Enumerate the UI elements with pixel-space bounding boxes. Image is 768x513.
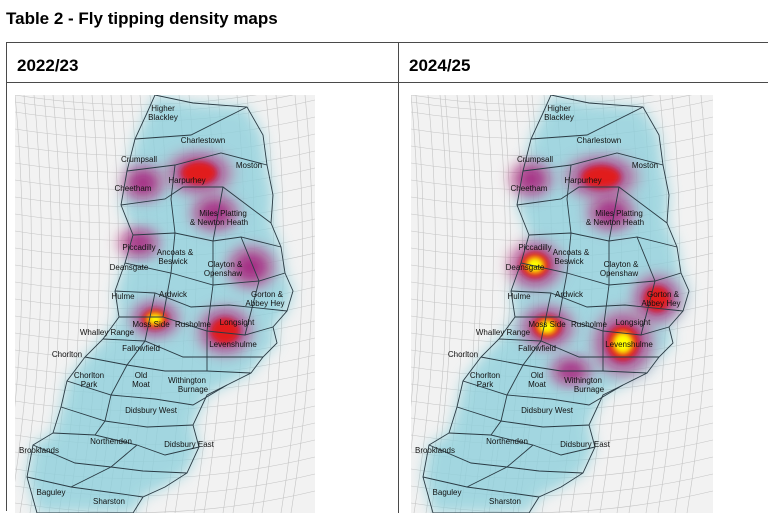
column-header-2024-25: 2024/25	[399, 43, 768, 83]
map-cell-2024-25: Higher Blackley Charlestown Crumpsall Moston…	[399, 83, 768, 513]
ward-label: Withington	[564, 376, 602, 385]
ward-label: Baguley	[433, 488, 462, 497]
ward-label: Fallowfield	[518, 344, 556, 353]
ward-label: Rusholme	[175, 320, 212, 329]
ward-label: Ardwick	[555, 290, 584, 299]
ward-label: Piccadilly	[122, 243, 155, 252]
ward-label: Cheetham	[511, 184, 548, 193]
ward-label: Deansgate	[110, 263, 149, 272]
ward-label: Harpurhey	[564, 176, 601, 185]
hotspot	[163, 150, 235, 196]
hotspot	[518, 304, 576, 350]
hotspot	[189, 193, 241, 233]
ward-label: Longsight	[220, 318, 255, 327]
ward-label: Brooklands	[19, 446, 59, 455]
hotspot	[129, 299, 181, 339]
ward-label: Ancoats &	[553, 248, 590, 257]
hotspot	[120, 163, 166, 203]
density-map-2022-23: Higher Blackley Charlestown Crumpsall Moston…	[15, 95, 315, 513]
ward-label: Didsbury West	[521, 406, 574, 415]
ward-label: & Newton Heath	[190, 218, 248, 227]
ward-label: Moss Side	[132, 320, 170, 329]
ward-label: Deansgate	[506, 263, 545, 272]
density-map-2024-25: Higher Blackley Charlestown Crumpsall Moston…	[411, 95, 713, 513]
density-maps-table: 2022/23 2024/25 Higher Blackley Charlestow…	[6, 42, 768, 513]
ward-label: Beswick	[158, 257, 188, 266]
ward-label: Blackley	[148, 113, 178, 122]
ward-label: Sharston	[93, 497, 125, 506]
ward-label: Old	[531, 371, 543, 380]
column-header-2022-23: 2022/23	[7, 43, 399, 83]
hotspot	[585, 193, 637, 233]
page-title: Table 2 - Fly tipping density maps	[6, 9, 278, 28]
ward-label: Harpurhey	[168, 176, 205, 185]
ward-label: Park	[477, 380, 494, 389]
ward-label: Higher	[547, 104, 571, 113]
hotspot	[225, 244, 277, 290]
ward-label: Gorton &	[647, 290, 680, 299]
ward-label: Charlestown	[577, 136, 621, 145]
ward-label: Fallowfield	[122, 344, 160, 353]
ward-label: Beswick	[554, 257, 584, 266]
ward-label: Whalley Range	[476, 328, 531, 337]
ward-label: Burnage	[178, 385, 209, 394]
ward-label: Northenden	[90, 437, 132, 446]
ward-label: Withington	[168, 376, 206, 385]
ward-label: Didsbury West	[125, 406, 178, 415]
ward-label: Moat	[132, 380, 151, 389]
ward-label: Charlestown	[181, 136, 225, 145]
ward-label: Chorlton	[52, 350, 82, 359]
ward-label: Brooklands	[415, 446, 455, 455]
ward-label: Didsbury East	[560, 440, 611, 449]
ward-label: Burnage	[574, 385, 605, 394]
hotspot	[506, 239, 564, 291]
ward-label: Openshaw	[204, 269, 242, 278]
ward-label: Levenshulme	[209, 340, 257, 349]
ward-label: Moston	[632, 161, 658, 170]
ward-label: Piccadilly	[518, 243, 551, 252]
ward-boundaries	[26, 95, 294, 513]
ward-label: Miles Platting	[199, 209, 247, 218]
ward-label: Levenshulme	[605, 340, 653, 349]
ward-label: Sharston	[489, 497, 521, 506]
ward-label: Old	[135, 371, 147, 380]
ward-label: Northenden	[486, 437, 528, 446]
ward-label: Baguley	[37, 488, 66, 497]
ward-label: Ardwick	[159, 290, 188, 299]
hotspot	[196, 305, 254, 357]
ward-label: Chorlton	[470, 371, 500, 380]
ward-label: Rusholme	[571, 320, 608, 329]
ward-label: Moss Side	[528, 320, 566, 329]
ward-label: Crumpsall	[121, 155, 157, 164]
ward-label: Whalley Range	[80, 328, 135, 337]
ward-label: Park	[81, 380, 98, 389]
ward-label: Moston	[236, 161, 262, 170]
ward-label: Miles Platting	[595, 209, 643, 218]
ward-label: Hulme	[507, 292, 531, 301]
ward-label: Clayton &	[208, 260, 243, 269]
ward-label: Clayton &	[604, 260, 639, 269]
ward-label: & Newton Heath	[586, 218, 644, 227]
hotspot	[631, 273, 683, 325]
ward-boundaries	[422, 95, 690, 513]
ward-label: Higher	[151, 104, 175, 113]
ward-label: Blackley	[544, 113, 574, 122]
ward-label: Longsight	[616, 318, 651, 327]
ward-label: Chorlton	[74, 371, 104, 380]
ward-label: Moat	[528, 380, 547, 389]
ward-label: Abbey Hey	[641, 299, 680, 308]
ward-label: Abbey Hey	[245, 299, 284, 308]
ward-label: Chorlton	[448, 350, 478, 359]
ward-label: Hulme	[111, 292, 135, 301]
ward-label: Gorton &	[251, 290, 284, 299]
ward-label: Ancoats &	[157, 248, 194, 257]
ward-label: Didsbury East	[164, 440, 215, 449]
ward-label: Cheetham	[115, 184, 152, 193]
ward-label: Crumpsall	[517, 155, 553, 164]
map-cell-2022-23: Higher Blackley Charlestown Crumpsall Moston…	[7, 83, 399, 513]
ward-label: Openshaw	[600, 269, 638, 278]
